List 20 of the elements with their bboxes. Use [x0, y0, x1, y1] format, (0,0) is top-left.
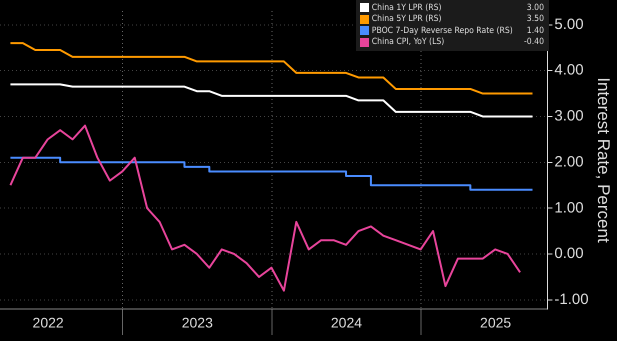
y-tick-label: 4.00 [554, 62, 584, 79]
x-tick-label: 2025 [480, 314, 512, 330]
annotation: 1.40 [526, 26, 544, 36]
y-axis-title: Interest Rate, Percent [594, 77, 614, 243]
annotation: 3.00 [526, 2, 544, 13]
annotation: 3.50 [526, 14, 544, 24]
legend-label: China CPI, YoY (LS) [372, 37, 446, 48]
legend-label: PBOC 7-Day Reverse Repo Rate (RS) [372, 26, 513, 36]
x-tick-label: 2024 [330, 314, 362, 330]
legend-label: China 1Y LPR (RS) [372, 2, 443, 13]
y-tick-label: 2.00 [554, 153, 584, 170]
annotation: -0.40 [524, 37, 544, 48]
y-tick-label: -1.00 [554, 290, 589, 308]
y-tick-label: 0.00 [554, 245, 584, 262]
x-tick-label: 2022 [32, 314, 64, 330]
y-tick-label: 3.00 [554, 108, 584, 125]
y-tick-label: 5.00 [554, 16, 584, 33]
legend-label: China 5Y LPR (RS) [372, 14, 443, 24]
y-tick-label: 1.00 [554, 199, 584, 216]
x-tick-label: 2023 [182, 314, 214, 330]
